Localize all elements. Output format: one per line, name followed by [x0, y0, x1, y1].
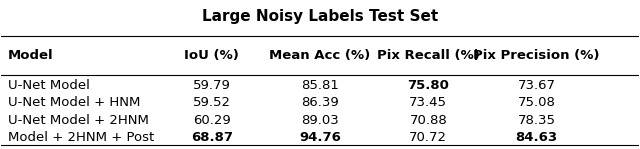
- Text: 70.72: 70.72: [410, 131, 447, 144]
- Text: U-Net Model + HNM: U-Net Model + HNM: [8, 96, 140, 109]
- Text: 84.63: 84.63: [516, 131, 557, 144]
- Text: 59.79: 59.79: [193, 79, 230, 91]
- Text: 73.45: 73.45: [410, 96, 447, 109]
- Text: 75.08: 75.08: [518, 96, 556, 109]
- Text: Mean Acc (%): Mean Acc (%): [269, 49, 371, 62]
- Text: U-Net Model: U-Net Model: [8, 79, 90, 91]
- Text: 86.39: 86.39: [301, 96, 339, 109]
- Text: Large Noisy Labels Test Set: Large Noisy Labels Test Set: [202, 8, 438, 24]
- Text: 85.81: 85.81: [301, 79, 339, 91]
- Text: 59.52: 59.52: [193, 96, 230, 109]
- Text: U-Net Model + 2HNM: U-Net Model + 2HNM: [8, 114, 148, 127]
- Text: 73.67: 73.67: [518, 79, 556, 91]
- Text: 60.29: 60.29: [193, 114, 230, 127]
- Text: 94.76: 94.76: [299, 131, 341, 144]
- Text: Model: Model: [8, 49, 53, 62]
- Text: Pix Precision (%): Pix Precision (%): [474, 49, 600, 62]
- Text: IoU (%): IoU (%): [184, 49, 239, 62]
- Text: 89.03: 89.03: [301, 114, 339, 127]
- Text: 75.80: 75.80: [408, 79, 449, 91]
- Text: 70.88: 70.88: [410, 114, 447, 127]
- Text: 78.35: 78.35: [518, 114, 556, 127]
- Text: Model + 2HNM + Post: Model + 2HNM + Post: [8, 131, 154, 144]
- Text: Pix Recall (%): Pix Recall (%): [377, 49, 480, 62]
- Text: 68.87: 68.87: [191, 131, 233, 144]
